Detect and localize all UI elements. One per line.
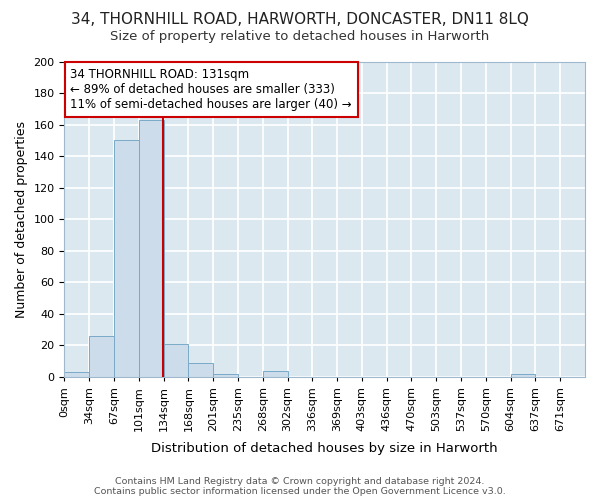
Text: 34 THORNHILL ROAD: 131sqm
← 89% of detached houses are smaller (333)
11% of semi: 34 THORNHILL ROAD: 131sqm ← 89% of detac…: [70, 68, 352, 111]
X-axis label: Distribution of detached houses by size in Harworth: Distribution of detached houses by size …: [151, 442, 498, 455]
Text: Contains HM Land Registry data © Crown copyright and database right 2024.
Contai: Contains HM Land Registry data © Crown c…: [94, 476, 506, 496]
Text: Size of property relative to detached houses in Harworth: Size of property relative to detached ho…: [110, 30, 490, 43]
Bar: [188, 362, 213, 377]
Bar: [139, 120, 164, 377]
Y-axis label: Number of detached properties: Number of detached properties: [15, 120, 28, 318]
Bar: [164, 344, 188, 377]
Bar: [89, 336, 114, 377]
Text: 34, THORNHILL ROAD, HARWORTH, DONCASTER, DN11 8LQ: 34, THORNHILL ROAD, HARWORTH, DONCASTER,…: [71, 12, 529, 28]
Bar: [213, 374, 238, 377]
Bar: [114, 140, 139, 377]
Bar: [511, 374, 535, 377]
Bar: [64, 372, 89, 377]
Bar: [263, 370, 287, 377]
